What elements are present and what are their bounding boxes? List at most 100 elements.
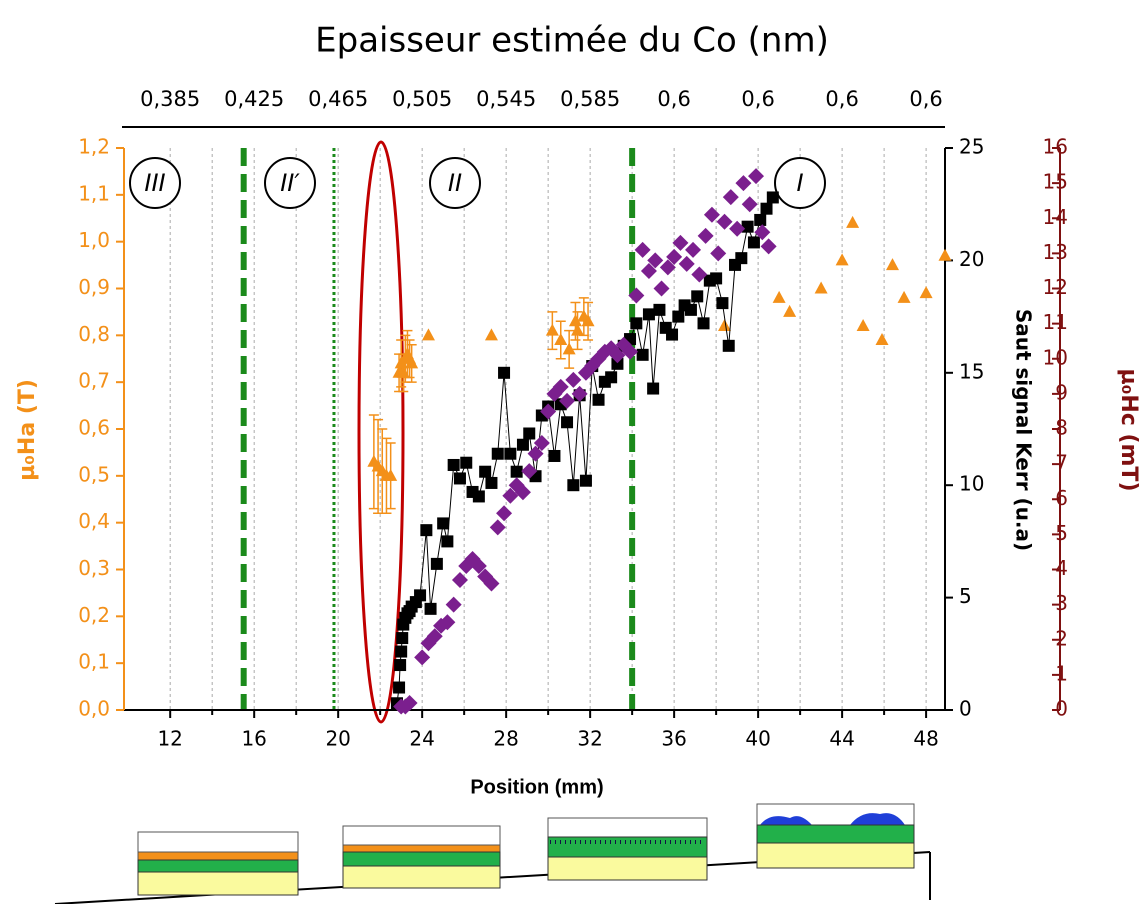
diamond-marker — [634, 241, 651, 258]
diamond-marker — [489, 519, 506, 536]
square-marker — [396, 632, 409, 645]
square-marker — [636, 348, 649, 361]
square-marker — [516, 438, 529, 451]
region-circle — [129, 157, 181, 209]
square-marker — [523, 427, 536, 440]
y-tick-label: 0,5 — [78, 462, 110, 486]
layer-box — [547, 856, 708, 881]
diamond-marker — [439, 614, 456, 631]
square-marker — [716, 297, 729, 310]
diamond-marker — [533, 435, 550, 452]
diamond-marker — [678, 255, 695, 272]
square-marker — [510, 465, 523, 478]
diamond-marker — [514, 484, 531, 501]
square-marker — [611, 357, 624, 370]
diamond-marker — [622, 343, 639, 360]
diamond-marker — [697, 227, 714, 244]
triangle-marker — [846, 215, 860, 228]
square-marker — [697, 317, 710, 330]
square-marker — [430, 557, 443, 570]
triangle-marker — [421, 328, 435, 341]
square-marker — [653, 303, 666, 316]
diamond-marker — [414, 649, 431, 666]
diamond-marker — [565, 371, 582, 388]
top-tick-label: 0,545 — [476, 87, 536, 111]
diamond-marker — [521, 463, 538, 480]
triangle-marker — [554, 333, 568, 346]
layer-box — [547, 836, 708, 858]
y2-tick-label: 5 — [959, 584, 972, 608]
square-marker — [472, 490, 485, 503]
y-tick-label: 0,4 — [78, 509, 110, 533]
region-label: III — [144, 169, 165, 197]
square-marker — [741, 220, 754, 233]
y3-tick-label: 8 — [1055, 416, 1068, 440]
x-tick-label: 40 — [745, 727, 770, 751]
y3-tick-label: 4 — [1055, 556, 1068, 580]
y3-tick-label: 9 — [1055, 380, 1068, 404]
x-tick-label: 28 — [493, 727, 518, 751]
diamond-marker — [703, 206, 720, 223]
y3-tick-label: 5 — [1055, 521, 1068, 545]
diamond-marker — [609, 347, 626, 364]
diamond-marker — [426, 628, 443, 645]
diamond-marker — [729, 220, 746, 237]
y-tick-label: 0,8 — [78, 322, 110, 346]
top-tick-label: 0,425 — [224, 87, 284, 111]
diamond-marker — [659, 259, 676, 276]
square-marker — [424, 602, 437, 615]
y3-tick-label: 16 — [1043, 135, 1068, 159]
layer-box — [756, 842, 915, 869]
square-marker — [485, 476, 498, 489]
square-marker — [666, 328, 679, 341]
y3-tick-label: 3 — [1055, 591, 1068, 615]
diamond-marker — [672, 234, 689, 251]
triangle-marker — [938, 248, 952, 261]
square-marker — [766, 191, 779, 204]
triangle-marker — [405, 356, 419, 369]
diamond-marker — [552, 378, 569, 395]
y2-tick-label: 25 — [959, 135, 984, 159]
diamond-marker — [527, 445, 544, 462]
diamond-marker — [647, 252, 664, 269]
square-marker — [684, 303, 697, 316]
square-marker — [592, 393, 605, 406]
square-marker — [479, 465, 492, 478]
square-marker — [394, 659, 407, 672]
y3-tick-label: 15 — [1043, 170, 1068, 194]
diamond-marker — [483, 575, 500, 592]
triangle-marker — [384, 468, 398, 481]
y3-tick-label: 14 — [1043, 205, 1068, 229]
y-tick-label: 0,6 — [78, 416, 110, 440]
diamond-marker — [722, 189, 739, 206]
y3-tick-label: 0 — [1055, 697, 1068, 721]
y3-tick-label: 10 — [1043, 345, 1068, 369]
diamond-marker — [401, 694, 418, 711]
square-marker — [710, 272, 723, 285]
square-marker — [504, 447, 517, 460]
diamond-marker — [653, 280, 670, 297]
triangle-marker — [886, 258, 900, 271]
square-marker — [754, 213, 767, 226]
top-tick-label: 0,6 — [825, 87, 858, 111]
x-tick-label: 16 — [241, 727, 266, 751]
diamond-marker — [571, 385, 588, 402]
layer-box — [137, 851, 299, 861]
diamond-marker — [716, 213, 733, 230]
square-marker — [393, 681, 406, 694]
y3-axis-title: µ₀Hc (mT) — [1116, 369, 1141, 492]
triangle-marker — [919, 286, 933, 299]
square-marker — [567, 479, 580, 492]
diamond-marker — [760, 238, 777, 255]
layer-box — [137, 831, 299, 853]
region-circle — [429, 157, 481, 209]
square-marker — [395, 645, 408, 658]
x-tick-label: 48 — [913, 727, 938, 751]
triangle-marker — [484, 328, 498, 341]
triangle-marker — [396, 365, 410, 378]
triangle-marker — [562, 342, 576, 355]
square-marker — [747, 236, 760, 249]
chart-title: Epaisseur estimée du Co (nm) — [315, 21, 829, 61]
